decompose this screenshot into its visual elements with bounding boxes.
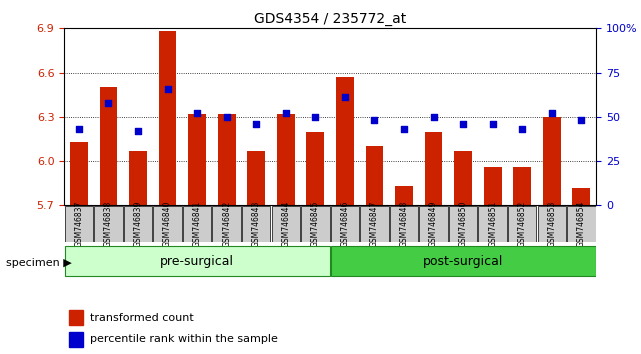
Point — [192, 110, 203, 116]
Point — [488, 121, 498, 127]
Bar — [188, 114, 206, 205]
Bar — [336, 77, 354, 205]
Bar — [247, 151, 265, 205]
FancyBboxPatch shape — [508, 206, 537, 242]
Text: GSM746848: GSM746848 — [399, 201, 408, 247]
FancyBboxPatch shape — [65, 246, 329, 276]
FancyBboxPatch shape — [124, 206, 152, 242]
Text: GSM746837: GSM746837 — [74, 201, 83, 247]
Point — [547, 110, 557, 116]
Text: GSM746845: GSM746845 — [311, 201, 320, 247]
FancyBboxPatch shape — [301, 206, 329, 242]
Bar — [70, 142, 88, 205]
Point — [517, 126, 528, 132]
FancyBboxPatch shape — [567, 206, 595, 242]
Point — [428, 114, 438, 120]
Bar — [543, 117, 561, 205]
FancyBboxPatch shape — [360, 206, 388, 242]
FancyBboxPatch shape — [331, 246, 595, 276]
Point — [340, 95, 350, 100]
Point — [74, 126, 84, 132]
Text: GSM746853: GSM746853 — [547, 201, 556, 247]
Text: GSM746838: GSM746838 — [104, 201, 113, 247]
FancyBboxPatch shape — [419, 206, 448, 242]
FancyBboxPatch shape — [94, 206, 122, 242]
Point — [310, 114, 320, 120]
Bar — [218, 114, 235, 205]
Text: GSM746846: GSM746846 — [340, 201, 349, 247]
FancyBboxPatch shape — [212, 206, 241, 242]
Bar — [395, 186, 413, 205]
Point — [281, 110, 291, 116]
Point — [576, 118, 587, 123]
Text: GSM746852: GSM746852 — [518, 201, 527, 247]
Bar — [454, 151, 472, 205]
Text: GSM746844: GSM746844 — [281, 201, 290, 247]
Bar — [425, 132, 442, 205]
Text: pre-surgical: pre-surgical — [160, 255, 234, 268]
Text: GSM746847: GSM746847 — [370, 201, 379, 247]
Point — [162, 86, 172, 91]
Bar — [69, 332, 83, 347]
Bar — [306, 132, 324, 205]
Text: specimen ▶: specimen ▶ — [6, 258, 72, 268]
Point — [369, 118, 379, 123]
Bar — [277, 114, 295, 205]
Point — [251, 121, 262, 127]
FancyBboxPatch shape — [331, 206, 359, 242]
FancyBboxPatch shape — [390, 206, 418, 242]
Text: GSM746851: GSM746851 — [488, 201, 497, 247]
Text: percentile rank within the sample: percentile rank within the sample — [90, 335, 278, 344]
FancyBboxPatch shape — [449, 206, 478, 242]
Bar — [159, 31, 176, 205]
Text: GSM746840: GSM746840 — [163, 201, 172, 247]
FancyBboxPatch shape — [153, 206, 182, 242]
Bar — [99, 87, 117, 205]
Bar — [365, 146, 383, 205]
Bar — [69, 310, 83, 325]
Bar — [513, 167, 531, 205]
Bar — [129, 151, 147, 205]
FancyBboxPatch shape — [65, 206, 93, 242]
FancyBboxPatch shape — [242, 206, 271, 242]
Text: GSM746839: GSM746839 — [133, 201, 142, 247]
Bar — [484, 167, 501, 205]
Text: GSM746850: GSM746850 — [458, 201, 468, 247]
Text: GSM746841: GSM746841 — [192, 201, 202, 247]
Text: GSM746843: GSM746843 — [252, 201, 261, 247]
Bar — [572, 188, 590, 205]
FancyBboxPatch shape — [478, 206, 507, 242]
Point — [399, 126, 409, 132]
Title: GDS4354 / 235772_at: GDS4354 / 235772_at — [254, 12, 406, 26]
Point — [133, 128, 143, 134]
Text: GSM746854: GSM746854 — [577, 201, 586, 247]
FancyBboxPatch shape — [538, 206, 566, 242]
Text: post-surgical: post-surgical — [423, 255, 503, 268]
Text: transformed count: transformed count — [90, 313, 194, 323]
Text: GSM746849: GSM746849 — [429, 201, 438, 247]
Point — [222, 114, 232, 120]
Point — [103, 100, 113, 105]
Text: GSM746842: GSM746842 — [222, 201, 231, 247]
Point — [458, 121, 468, 127]
FancyBboxPatch shape — [183, 206, 212, 242]
FancyBboxPatch shape — [272, 206, 300, 242]
